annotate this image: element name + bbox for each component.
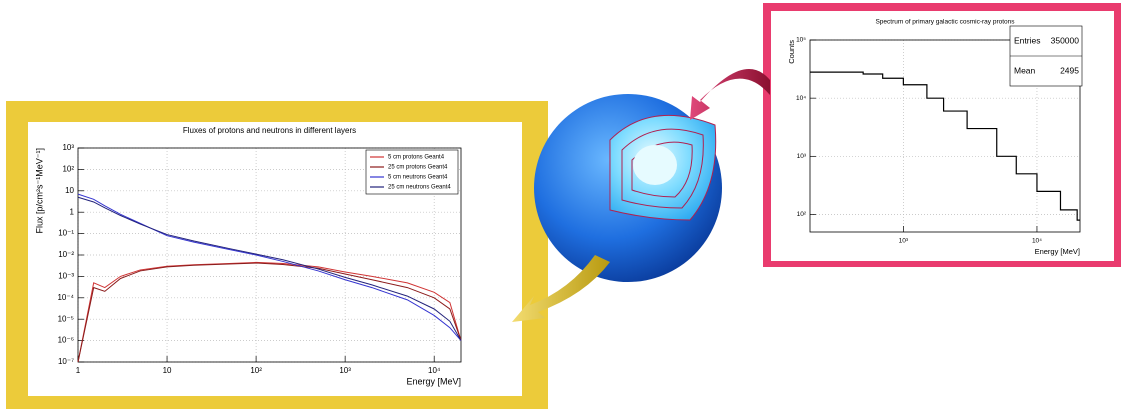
x-tick-label: 10³ (339, 366, 351, 375)
stats-label: Mean (1014, 65, 1036, 75)
legend-label: 25 cm neutrons Geant4 (388, 185, 451, 191)
y-tick-label: 10⁻² (58, 250, 74, 259)
y-tick-label: 10⁻⁷ (58, 357, 74, 366)
legend-label: 5 cm protons Geant4 (388, 155, 445, 161)
y-tick-label: 10³ (797, 153, 807, 160)
sphere (534, 94, 722, 282)
x-tick-label: 1 (76, 366, 81, 375)
chart-title: Spectrum of primary galactic cosmic-ray … (875, 19, 1015, 26)
x-axis-label: Energy [MeV] (406, 376, 461, 386)
y-tick-label: 10 (65, 186, 74, 195)
y-tick-label: 10³ (62, 143, 74, 152)
y-axis-label: Flux [p/cm²s⁻¹MeV⁻¹] (34, 148, 44, 234)
x-tick-label: 10² (250, 366, 262, 375)
figure: Fluxes of protons and neutrons in differ… (0, 0, 1124, 412)
stats-value: 2495 (1060, 65, 1079, 75)
stats-value: 350000 (1051, 35, 1080, 45)
y-tick-label: 10⁻³ (58, 272, 74, 281)
arrow-in (690, 69, 770, 120)
x-tick-label: 10³ (899, 238, 909, 245)
x-tick-label: 10⁴ (428, 366, 441, 375)
y-tick-label: 10² (62, 165, 74, 174)
y-tick-label: 10⁴ (796, 95, 806, 102)
stats-label: Entries (1014, 35, 1040, 45)
legend-label: 5 cm neutrons Geant4 (388, 175, 448, 181)
y-tick-label: 10⁻⁵ (58, 314, 74, 323)
y-tick-label: 1 (70, 207, 75, 216)
x-axis-label: Energy [MeV] (1035, 247, 1080, 256)
y-axis-label: Counts (787, 40, 796, 64)
x-tick-label: 10⁴ (1032, 238, 1042, 245)
y-tick-label: 10⁻⁶ (58, 336, 74, 345)
y-tick-label: 10⁵ (796, 37, 806, 44)
chart-title: Fluxes of protons and neutrons in differ… (183, 126, 356, 135)
legend-label: 25 cm protons Geant4 (388, 165, 448, 171)
y-tick-label: 10⁻¹ (58, 229, 74, 238)
y-tick-label: 10⁻⁴ (57, 293, 74, 302)
y-tick-label: 10² (797, 211, 807, 218)
x-tick-label: 10 (163, 366, 172, 375)
